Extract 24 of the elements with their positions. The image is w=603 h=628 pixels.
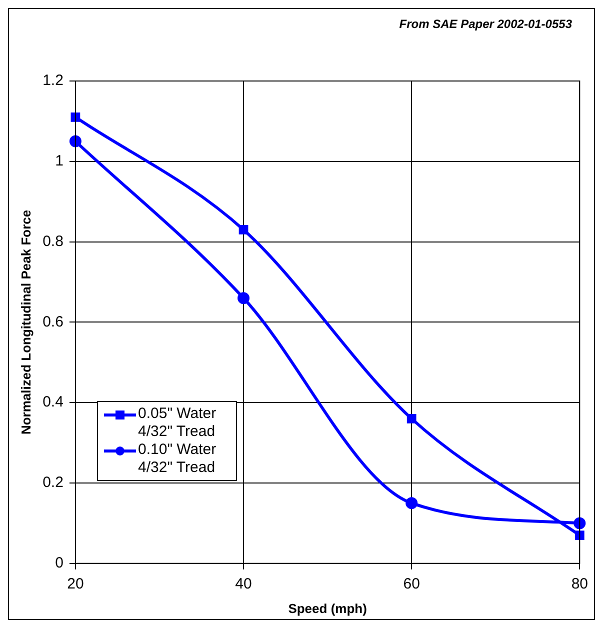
x-tick-label: 40 [235,576,252,593]
x-tick-label: 20 [67,576,84,593]
x-tick-label: 60 [403,576,420,593]
y-tick-label: 0 [55,554,64,572]
point [574,517,586,530]
point [238,292,250,304]
y-tick-label: 0.8 [42,232,64,250]
point [574,530,584,540]
point [70,112,80,122]
y-axis-title: Normalized Longitudinal Peak Force [18,210,34,435]
point [238,225,248,234]
y-tick-label: 0.6 [42,313,64,330]
x-axis-title: Speed (mph) [288,600,367,616]
x-tick-label: 80 [571,576,588,593]
y-tick-label: 0.4 [42,394,64,411]
y-tick-label: 1 [55,152,64,170]
y-tick-label: 0.2 [42,474,64,492]
legend-label: 0.10" Water 4/32" Tread [138,441,218,477]
legend-label: 0.05" Water 4/32" Tread [138,405,218,441]
point [69,135,82,148]
text: From SAE Paper 2002-01-0553 [399,17,572,31]
point [406,497,418,510]
point [406,414,416,424]
y-tick-label: 1.2 [42,72,64,90]
